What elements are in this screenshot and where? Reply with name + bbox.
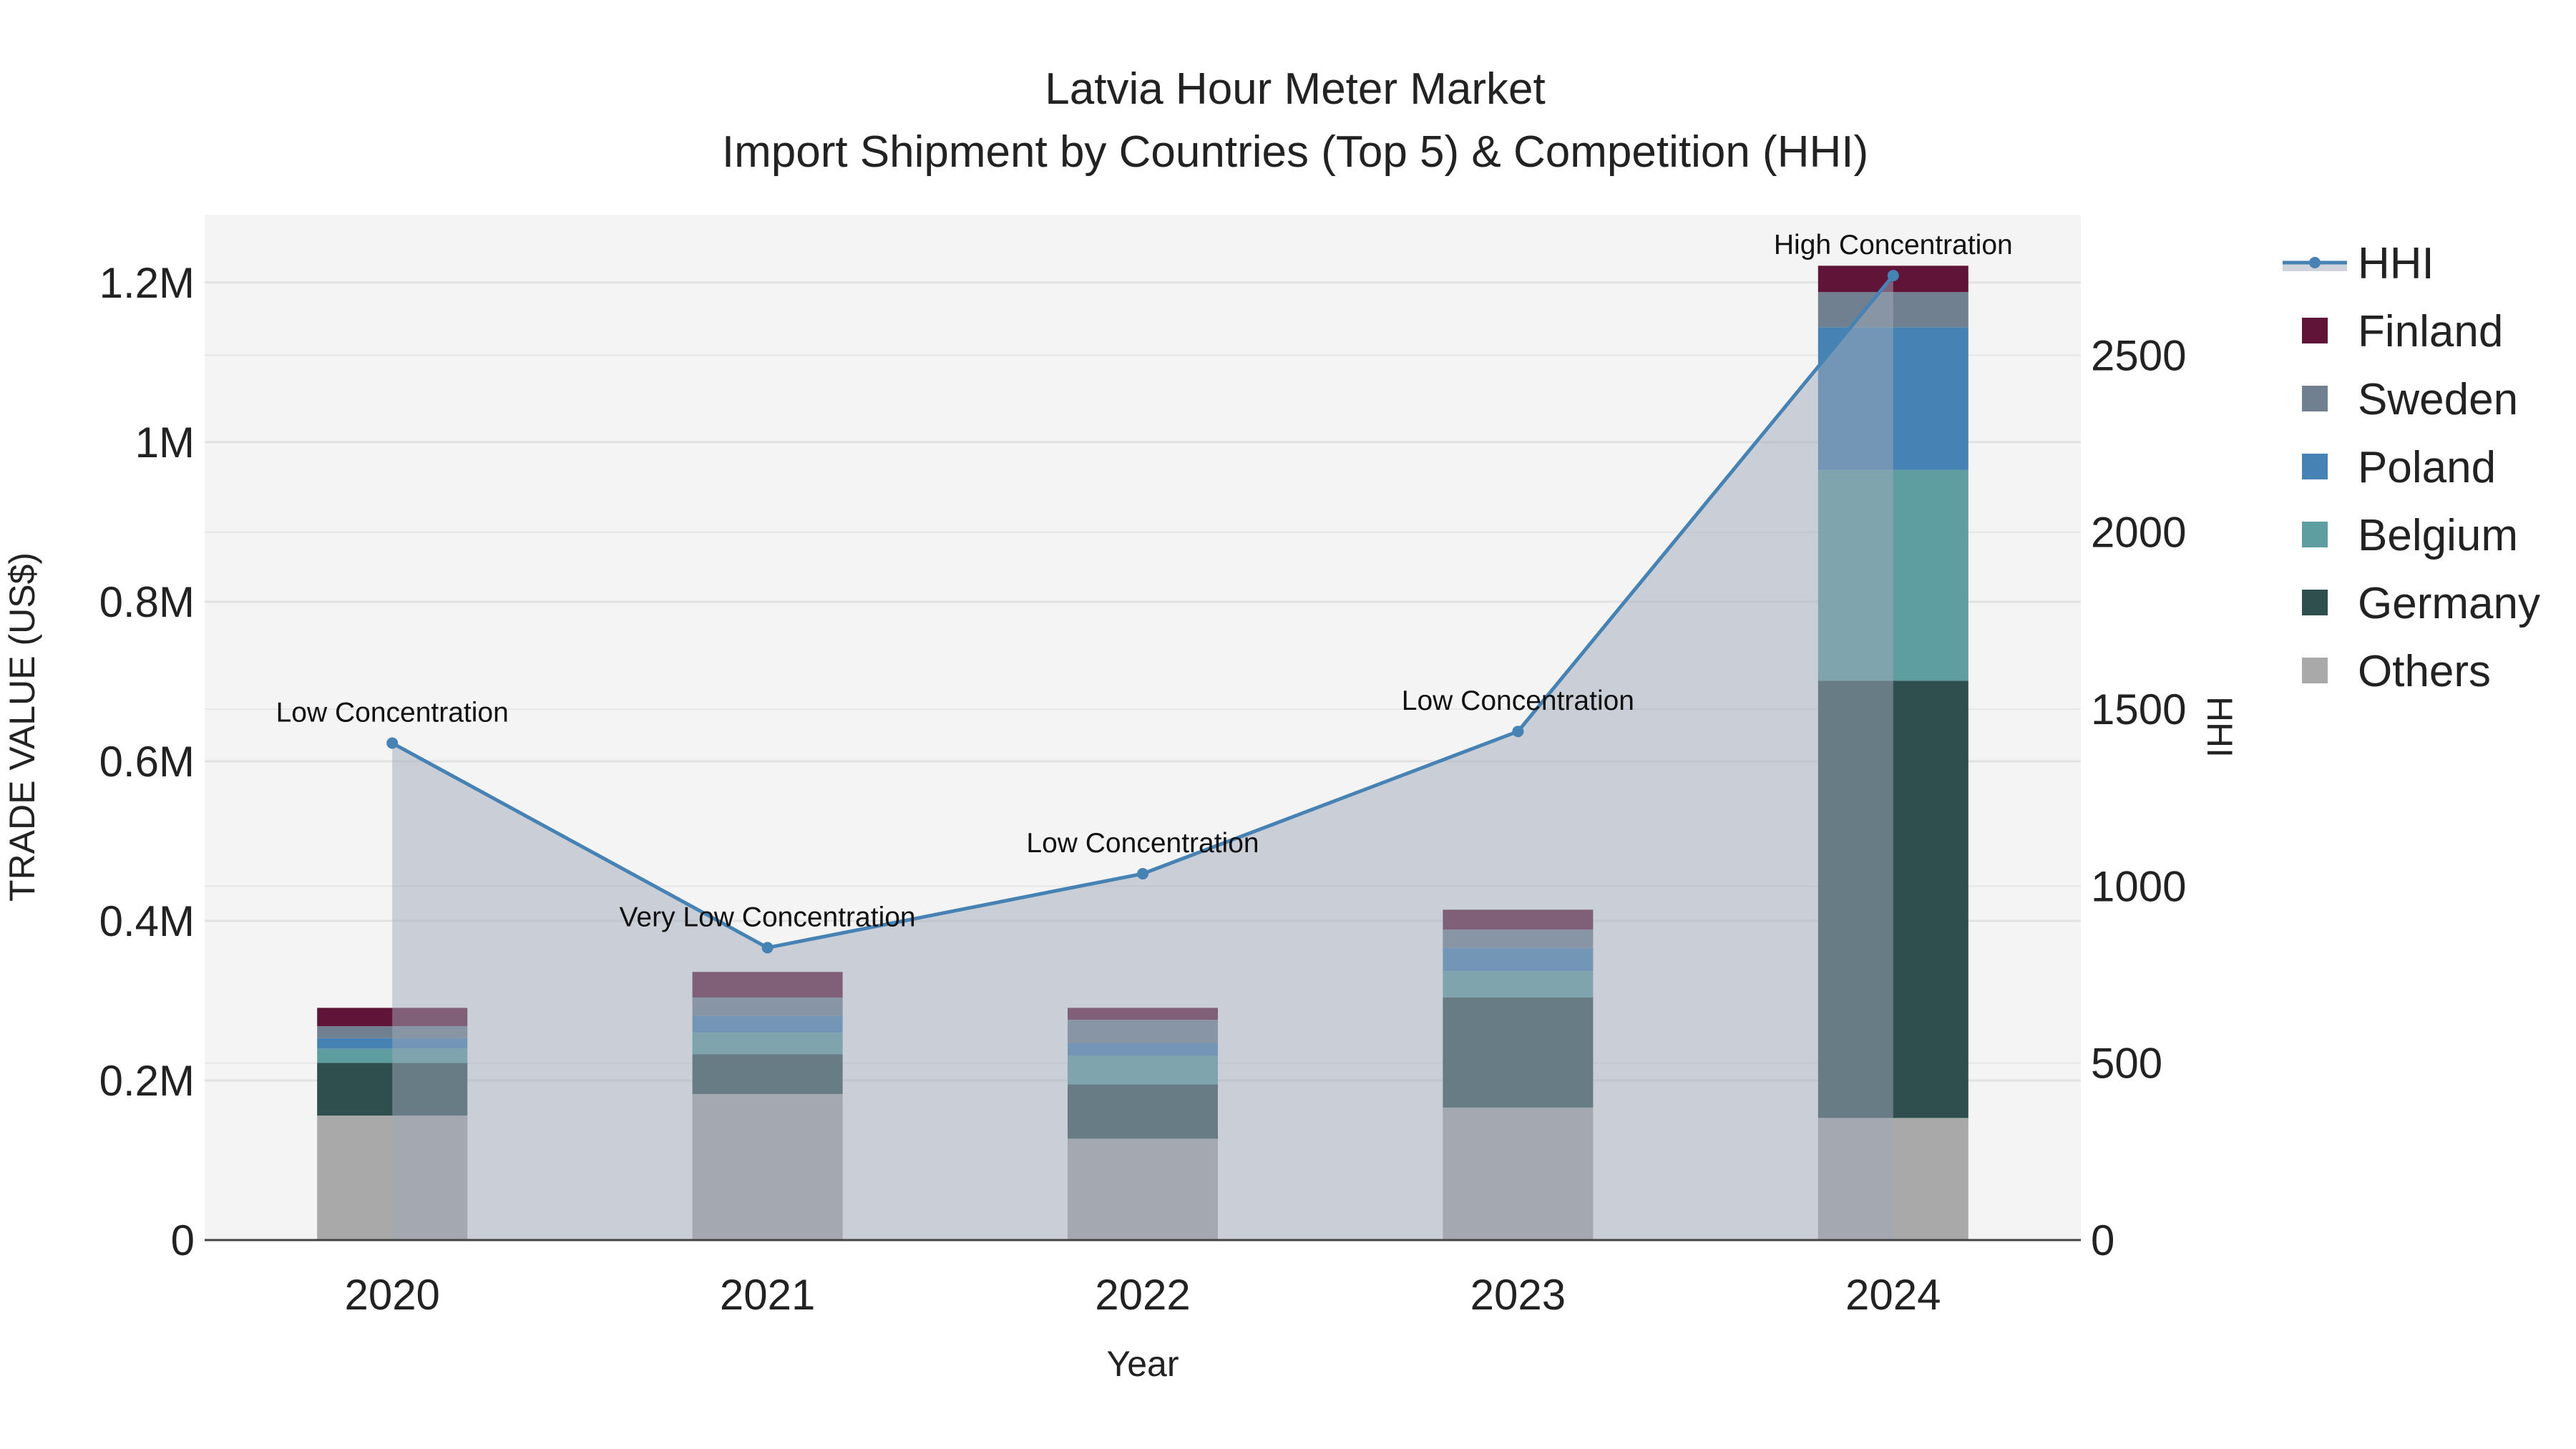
y-axis-label: TRADE VALUE (US$) [2, 552, 42, 902]
legend-label-belgium: Belgium [2358, 511, 2518, 560]
y-tick-label: 0.8M [99, 578, 195, 626]
legend-label-finland: Finland [2358, 307, 2503, 356]
hhi-point-2022 [1137, 868, 1148, 880]
legend-swatch-finland [2302, 318, 2328, 343]
y-tick-label: 0 [171, 1216, 195, 1264]
y-tick-label: 1.2M [99, 259, 195, 307]
y2-tick-label: 1500 [2091, 686, 2186, 733]
hhi-area-fill [392, 275, 1893, 1241]
legend-hhi-marker-icon [2309, 257, 2321, 268]
chart-title: Latvia Hour Meter Market [1045, 64, 1545, 114]
legend-swatch-belgium [2302, 522, 2328, 547]
y-axis-ticks: 0 0.2M 0.4M 0.6M 0.8M 1M 1.2M [99, 259, 195, 1264]
y2-tick-label: 500 [2091, 1040, 2162, 1088]
legend-label-sweden: Sweden [2358, 375, 2518, 424]
hhi-area [392, 275, 1893, 1241]
legend-swatch-poland [2302, 454, 2328, 479]
legend-swatch-germany [2302, 590, 2328, 615]
y-tick-label: 0.6M [99, 738, 195, 786]
hhi-annotation: Low Concentration [276, 698, 509, 728]
hhi-annotation: Low Concentration [1402, 686, 1634, 716]
legend-label-others: Others [2358, 647, 2491, 696]
legend-label-germany: Germany [2358, 579, 2540, 628]
hhi-annotation: Low Concentration [1026, 828, 1259, 859]
x-tick-label: 2023 [1470, 1271, 1566, 1319]
legend-swatch-others [2302, 658, 2328, 683]
y-tick-label: 1M [135, 419, 195, 467]
y2-tick-label: 1000 [2091, 862, 2186, 910]
y2-axis-ticks: 0 500 1000 1500 2000 2500 [2091, 331, 2186, 1264]
y2-tick-label: 2500 [2091, 331, 2186, 379]
x-tick-label: 2022 [1095, 1271, 1190, 1319]
x-tick-label: 2021 [720, 1271, 815, 1319]
x-axis-ticks: 2020 2021 2022 2023 2024 [344, 1271, 1941, 1319]
y-tick-label: 0.2M [99, 1057, 195, 1105]
hhi-point-2020 [386, 737, 399, 749]
legend-label-poland: Poland [2358, 443, 2496, 492]
hhi-annotation: High Concentration [1774, 230, 2013, 260]
x-tick-label: 2024 [1845, 1271, 1941, 1319]
chart-subtitle: Import Shipment by Countries (Top 5) & C… [722, 127, 1868, 177]
hhi-point-2024 [1887, 270, 1899, 282]
y2-tick-label: 0 [2091, 1216, 2114, 1264]
x-axis-label: Year [1106, 1344, 1179, 1384]
y2-axis-label: HHI [2200, 696, 2240, 758]
hhi-line: Low Concentration Very Low Concentration L… [276, 230, 2013, 954]
hhi-point-2023 [1512, 726, 1524, 738]
legend: HHI Finland Sweden Poland Belgium Germany Othe… [2283, 239, 2540, 696]
y-tick-label: 0.4M [99, 897, 195, 945]
hhi-point-2021 [761, 942, 774, 954]
legend-label-hhi: HHI [2358, 239, 2434, 288]
y2-tick-label: 2000 [2091, 509, 2186, 557]
hhi-annotation: Very Low Concentration [620, 902, 916, 932]
x-tick-label: 2020 [344, 1271, 439, 1319]
legend-swatch-sweden [2302, 386, 2328, 411]
